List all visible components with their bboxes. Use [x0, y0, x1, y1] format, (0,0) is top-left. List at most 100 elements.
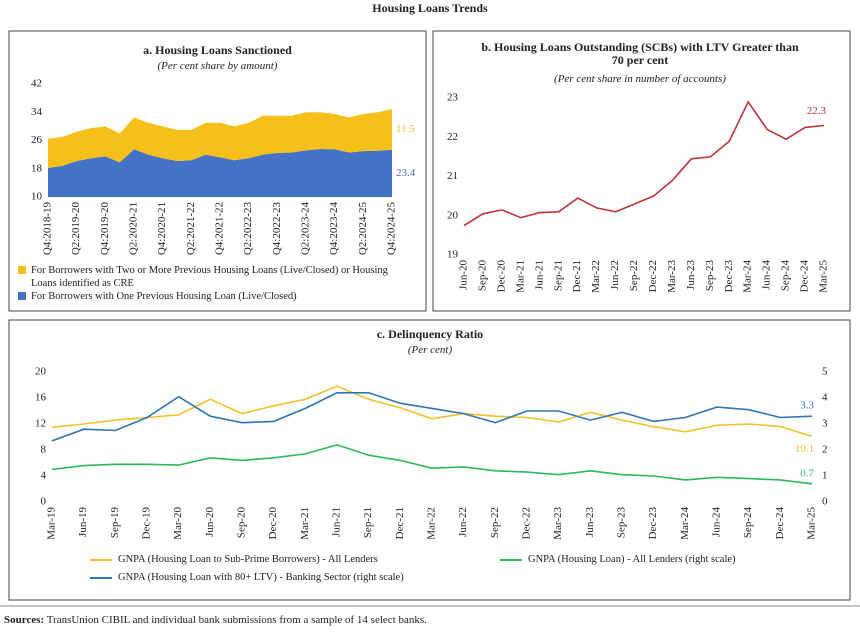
y2-tick-label: 0 [822, 496, 828, 508]
x-tick-label: Mar-21 [514, 260, 526, 293]
x-tick-label: Q2:2021-22 [185, 202, 197, 255]
y-tick-label: 26 [31, 134, 43, 146]
x-tick-label: Mar-23 [552, 507, 564, 540]
source-text: TransUnion CIBIL and individual bank sub… [46, 614, 427, 626]
source: Sources: TransUnion CIBIL and individual… [4, 614, 854, 627]
legend-swatch [90, 559, 112, 561]
x-tick-label: Q2:2019-20 [70, 202, 82, 256]
data-label: 0.7 [800, 467, 814, 479]
y-tick-label: 0 [41, 496, 47, 508]
x-tick-label: Jun-22 [457, 507, 469, 537]
area [48, 149, 392, 197]
x-tick-label: Q4:2022-23 [271, 202, 283, 256]
x-tick-label: Dec-20 [495, 260, 507, 293]
x-tick-label: Sep-24 [780, 260, 792, 292]
x-tick-label: Q4:2021-22 [214, 202, 226, 255]
y2-tick-label: 4 [822, 392, 828, 404]
y-tick-label: 10 [31, 191, 43, 203]
x-tick-label: Q4:2020-21 [156, 202, 168, 255]
x-tick-label: Dec-20 [267, 507, 279, 540]
data-label: 3.3 [800, 400, 814, 412]
y2-tick-label: 1 [822, 470, 828, 482]
legend-label: For Borrowers with One Previous Housing … [31, 291, 297, 302]
x-tick-label: Q2:2022-23 [242, 202, 254, 256]
legend-swatch [18, 266, 26, 274]
y-tick-label: 34 [31, 106, 43, 118]
x-tick-label: Q4:2024-25 [386, 202, 398, 256]
data-label: 22.3 [807, 105, 827, 117]
x-tick-label: Sep-19 [109, 507, 121, 539]
page-title: Housing Loans Trends [372, 1, 488, 15]
x-tick-label: Q4:2019-20 [99, 202, 111, 256]
panel-b-border [432, 30, 851, 312]
legend-item: For Borrowers with One Previous Housing … [18, 290, 403, 303]
x-tick-label: Mar-22 [590, 260, 602, 293]
data-label: 23.4 [396, 167, 416, 179]
legend-swatch [500, 559, 522, 561]
chart-title: b. Housing Loans Outstanding (SCBs) with… [481, 40, 799, 67]
x-tick-label: Jun-24 [711, 507, 723, 537]
y-tick-label: 23 [447, 92, 459, 104]
x-tick-label: Jun-23 [685, 260, 697, 290]
x-tick-label: Sep-22 [489, 507, 501, 538]
x-tick-label: Dec-24 [799, 260, 811, 293]
chart-subtitle: (Per cent share in number of accounts) [554, 73, 726, 85]
legend-item: GNPA (Housing Loan with 80+ LTV) - Banki… [90, 571, 490, 584]
x-tick-label: Dec-19 [141, 507, 153, 540]
x-tick-label: Q2:2024-25 [357, 202, 369, 256]
y-tick-label: 20 [35, 366, 47, 378]
line [463, 100, 825, 227]
x-tick-label: Mar-23 [666, 260, 678, 293]
legend-swatch [90, 577, 112, 579]
legend-label: For Borrowers with Two or More Previous … [31, 265, 388, 289]
x-tick-label: Dec-21 [571, 260, 583, 292]
y-tick-label: 19 [447, 249, 459, 261]
x-tick-label: Jun-24 [761, 260, 773, 290]
x-tick-label: Sep-23 [616, 507, 628, 539]
y-tick-label: 12 [35, 418, 46, 430]
x-tick-label: Q2:2020-21 [128, 202, 140, 255]
x-tick-label: Mar-25 [818, 260, 830, 293]
legend-label: GNPA (Housing Loan) - All Lenders (right… [528, 554, 736, 565]
legend-label: GNPA (Housing Loan with 80+ LTV) - Banki… [118, 572, 404, 583]
x-tick-label: Mar-24 [742, 260, 754, 293]
y2-tick-label: 5 [822, 366, 828, 378]
y-tick-label: 4 [41, 470, 47, 482]
x-tick-label: Mar-19 [46, 507, 58, 540]
x-tick-label: Mar-20 [172, 507, 184, 540]
chart-subtitle: (Per cent) [407, 344, 453, 356]
x-tick-label: Sep-20 [476, 260, 488, 292]
y2-tick-label: 2 [822, 444, 828, 456]
legend-swatch [18, 292, 26, 300]
x-tick-label: Jun-21 [331, 507, 343, 537]
y-tick-label: 42 [31, 78, 42, 90]
x-tick-label: Dec-23 [723, 260, 735, 293]
x-tick-label: Q4:2018-19 [42, 202, 54, 256]
legend-label: GNPA (Housing Loan to Sub-Prime Borrower… [118, 554, 378, 565]
x-tick-label: Sep-24 [742, 507, 754, 539]
x-tick-label: Mar-24 [679, 507, 691, 540]
line [51, 443, 813, 485]
x-tick-label: Dec-22 [521, 507, 533, 539]
x-tick-label: Dec-21 [394, 507, 406, 539]
area [48, 109, 392, 168]
y-tick-label: 16 [35, 392, 47, 404]
source-label: Sources: [4, 614, 45, 626]
x-tick-label: Dec-24 [774, 507, 786, 540]
data-label: 11.5 [396, 123, 415, 135]
y-tick-label: 22 [447, 131, 458, 143]
x-tick-label: Dec-23 [647, 507, 659, 540]
x-tick-label: Jun-19 [77, 507, 89, 537]
x-tick-label: Jun-23 [584, 507, 596, 537]
x-tick-label: Jun-20 [204, 507, 216, 537]
x-tick-label: Jun-21 [533, 260, 545, 290]
legend-item: For Borrowers with Two or More Previous … [18, 264, 403, 290]
x-tick-label: Sep-23 [704, 260, 716, 292]
x-tick-label: Jun-20 [458, 260, 470, 290]
y-tick-label: 21 [447, 170, 458, 182]
x-tick-label: Sep-20 [236, 507, 248, 539]
x-tick-label: Mar-22 [426, 507, 438, 540]
x-tick-label: Sep-21 [362, 507, 374, 538]
